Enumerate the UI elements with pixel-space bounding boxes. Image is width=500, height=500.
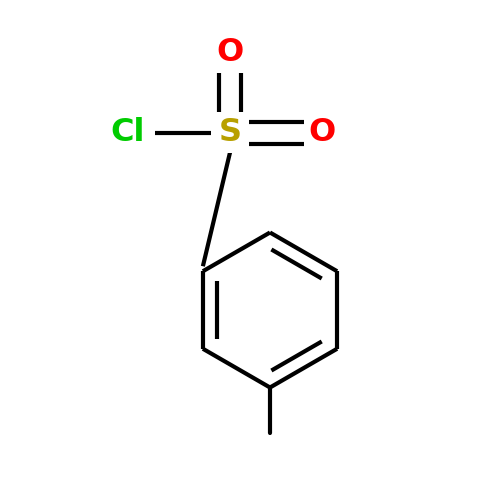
Text: O: O <box>309 117 336 148</box>
Text: S: S <box>218 117 242 148</box>
Text: O: O <box>216 37 244 68</box>
Text: Cl: Cl <box>110 117 145 148</box>
